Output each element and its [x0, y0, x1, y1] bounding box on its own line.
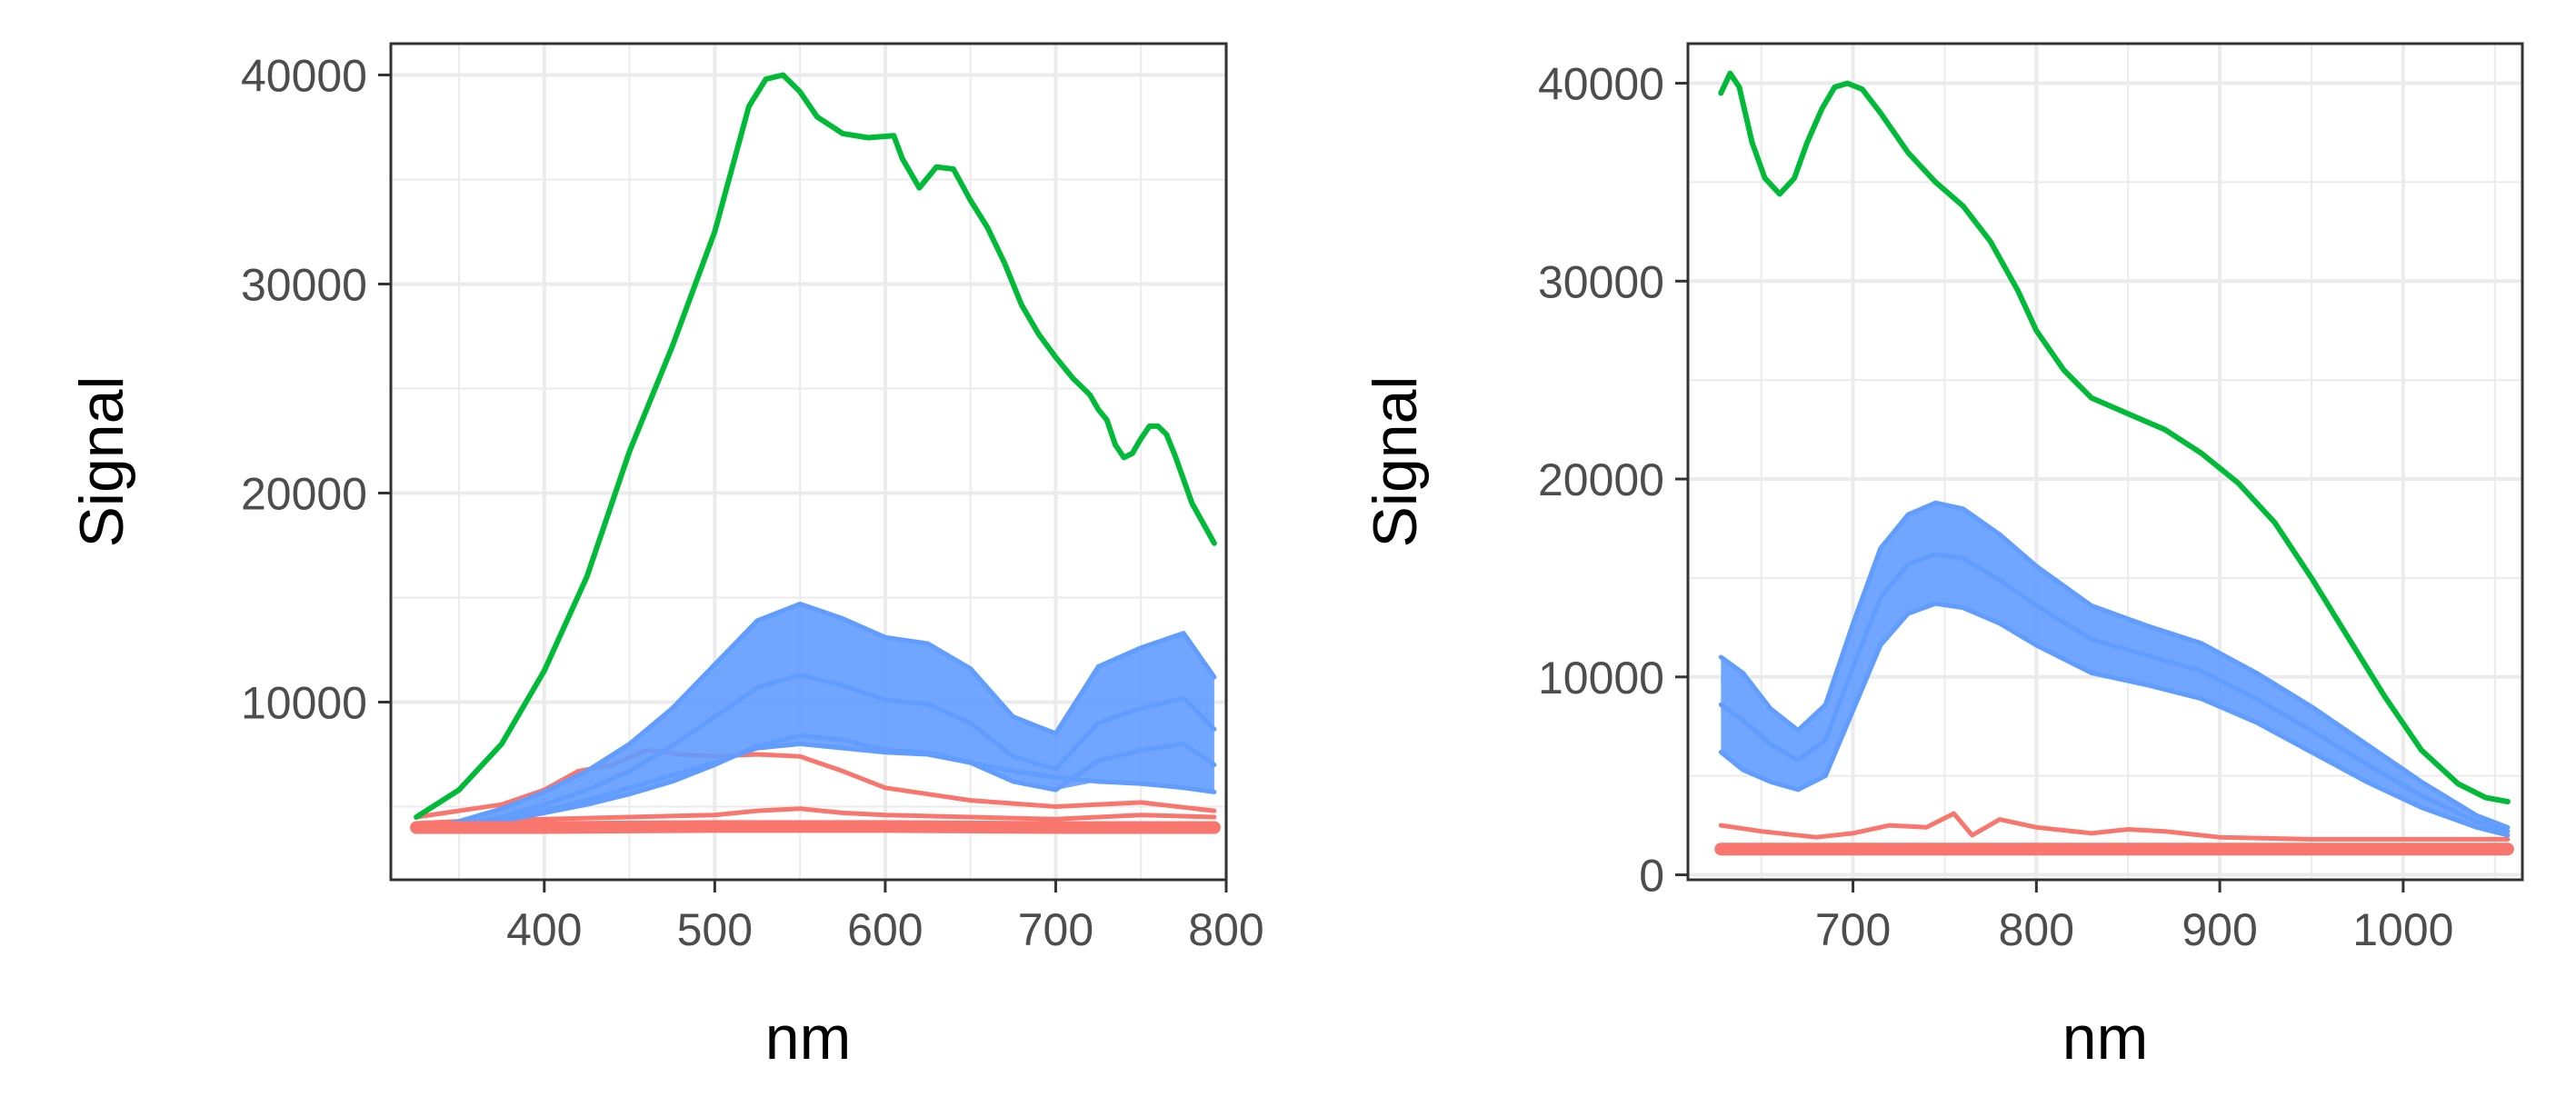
- left-y-tick-label-0: 10000: [241, 678, 367, 729]
- left-x-axis-title: nm: [765, 1003, 851, 1072]
- left-y-tick-label-2: 30000: [241, 260, 367, 311]
- right-y-tick-label-4: 40000: [1538, 59, 1664, 110]
- left-panel: 400 500 600 700 800 10000 20000 30000 40000 nm S…: [67, 42, 1264, 1072]
- left-y-tick-label-3: 40000: [241, 51, 367, 102]
- left-x-tick-label-3: 700: [1018, 904, 1093, 955]
- right-x-tick-label-0: 700: [1815, 904, 1891, 955]
- right-x-tick-label-1: 800: [1999, 904, 2074, 955]
- right-x-axis-title: nm: [2062, 1003, 2148, 1072]
- left-series-line-3: [414, 673, 1217, 834]
- left-series-line-1: [414, 601, 1217, 833]
- right-series-line-4: [1718, 811, 2511, 842]
- right-y-tick-label-1: 10000: [1538, 653, 1664, 703]
- left-x-tick-label-1: 500: [677, 904, 753, 955]
- left-series-line-0: [414, 72, 1217, 820]
- left-axis-ticks: 400 500 600 700 800 10000 20000 30000 40000: [241, 51, 1264, 956]
- left-y-axis-title: Signal: [67, 375, 136, 547]
- right-series-line-2: [1718, 601, 2511, 838]
- right-series-line-0: [1718, 70, 2511, 804]
- right-x-tick-label-3: 1000: [2352, 904, 2453, 955]
- left-x-tick-label-2: 600: [847, 904, 923, 955]
- left-series-line-4: [414, 733, 1217, 834]
- right-series-line-1: [1718, 500, 2511, 830]
- right-x-tick-label-2: 900: [2182, 904, 2257, 955]
- right-y-tick-label-0: 0: [1639, 851, 1664, 902]
- left-red-baseline-band: [410, 820, 1221, 834]
- left-x-tick-label-4: 800: [1188, 904, 1263, 955]
- right-y-axis-title: Signal: [1361, 375, 1430, 547]
- left-minor-gridlines: [391, 44, 1226, 880]
- left-plot-border: [389, 42, 1228, 882]
- right-major-gridlines: [1688, 44, 2522, 880]
- right-series-layer: [1714, 70, 2514, 856]
- left-y-tick-label-1: 20000: [241, 469, 367, 520]
- right-plot-border: [1686, 42, 2524, 882]
- left-series-layer: [410, 72, 1221, 834]
- left-series-line-2: [414, 742, 1217, 833]
- right-y-tick-label-3: 30000: [1538, 256, 1664, 307]
- left-x-tick-label-0: 400: [506, 904, 582, 955]
- right-series-line-3: [1718, 552, 2511, 834]
- right-y-tick-label-2: 20000: [1538, 454, 1664, 505]
- right-blue-bundle-envelope: [1721, 503, 2508, 835]
